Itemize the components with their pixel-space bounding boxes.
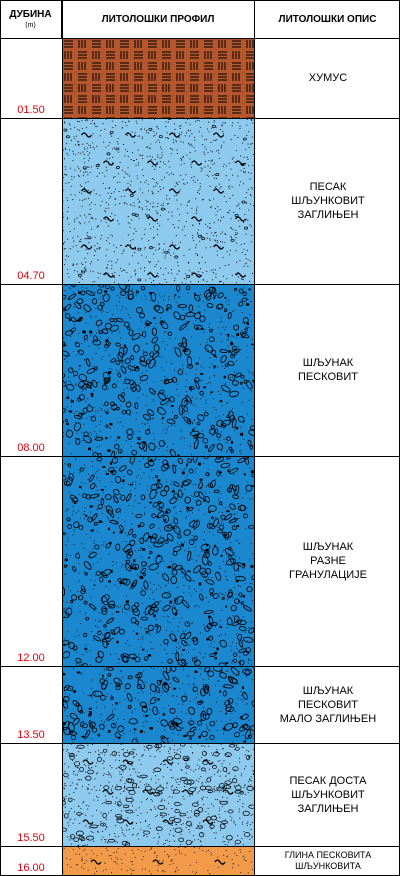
depth-header-title: ДУБИНА xyxy=(9,9,52,20)
column-divider xyxy=(62,0,63,876)
layer-gravel-various-pattern xyxy=(62,456,254,666)
layer-sand-gravelly-pattern xyxy=(62,743,254,846)
depth-label: 12.00 xyxy=(17,652,45,664)
header-divider xyxy=(0,38,400,39)
depth-header-unit: (m) xyxy=(25,22,36,29)
layer-boundary xyxy=(0,846,400,847)
depth-column-header: ДУБИНА (m) xyxy=(0,0,62,38)
layer-boundary xyxy=(0,743,400,744)
layer-description: ШЉУНАК ПЕСКОВИТ xyxy=(298,357,358,383)
column-divider xyxy=(254,0,255,876)
layer-boundary xyxy=(0,284,400,285)
layer-description: ПЕСАК ДОСТА ШЉУНКОВИТ ЗАГЛИЊЕН xyxy=(289,774,367,815)
layer-description: ГЛИНА ПЕСКОВИТА ШЉУНКОВИТА xyxy=(284,850,372,871)
layer-sand-clayey-pattern xyxy=(62,118,254,284)
profile-header-title: ЛИТОЛОШКИ ПРОФИЛ xyxy=(101,13,215,25)
layer-boundary xyxy=(0,666,400,667)
layer-description: ПЕСАК ШЉУНКОВИТ ЗАГЛИЊЕН xyxy=(291,181,365,221)
depth-label: 04.70 xyxy=(17,270,45,282)
depth-label: 01.50 xyxy=(17,104,45,116)
layer-clay-pattern xyxy=(62,846,254,876)
layer-description: ШЉУНАК ПЕСКОВИТ МАЛО ЗАГЛИЊЕН xyxy=(279,684,377,725)
layer-description: ХУМУС xyxy=(308,72,348,84)
layer-gravel-slightly-clayey-pattern xyxy=(62,666,254,743)
depth-label: 15.50 xyxy=(17,832,45,844)
layer-boundary xyxy=(0,118,400,119)
layer-boundary xyxy=(0,456,400,457)
depth-label: 16.00 xyxy=(17,862,45,874)
depth-label: 13.50 xyxy=(17,729,45,741)
layer-humus-pattern xyxy=(62,38,254,118)
description-header-title: ЛИТОЛОШКИ ОПИС xyxy=(278,13,377,25)
layer-description: ШЉУНАК РАЗНЕ ГРАНУЛАЦИЈЕ xyxy=(289,541,367,581)
depth-label: 08.00 xyxy=(17,442,45,454)
description-column-header: ЛИТОЛОШКИ ОПИС xyxy=(255,0,400,38)
layer-gravel-sandy-pattern xyxy=(62,284,254,456)
